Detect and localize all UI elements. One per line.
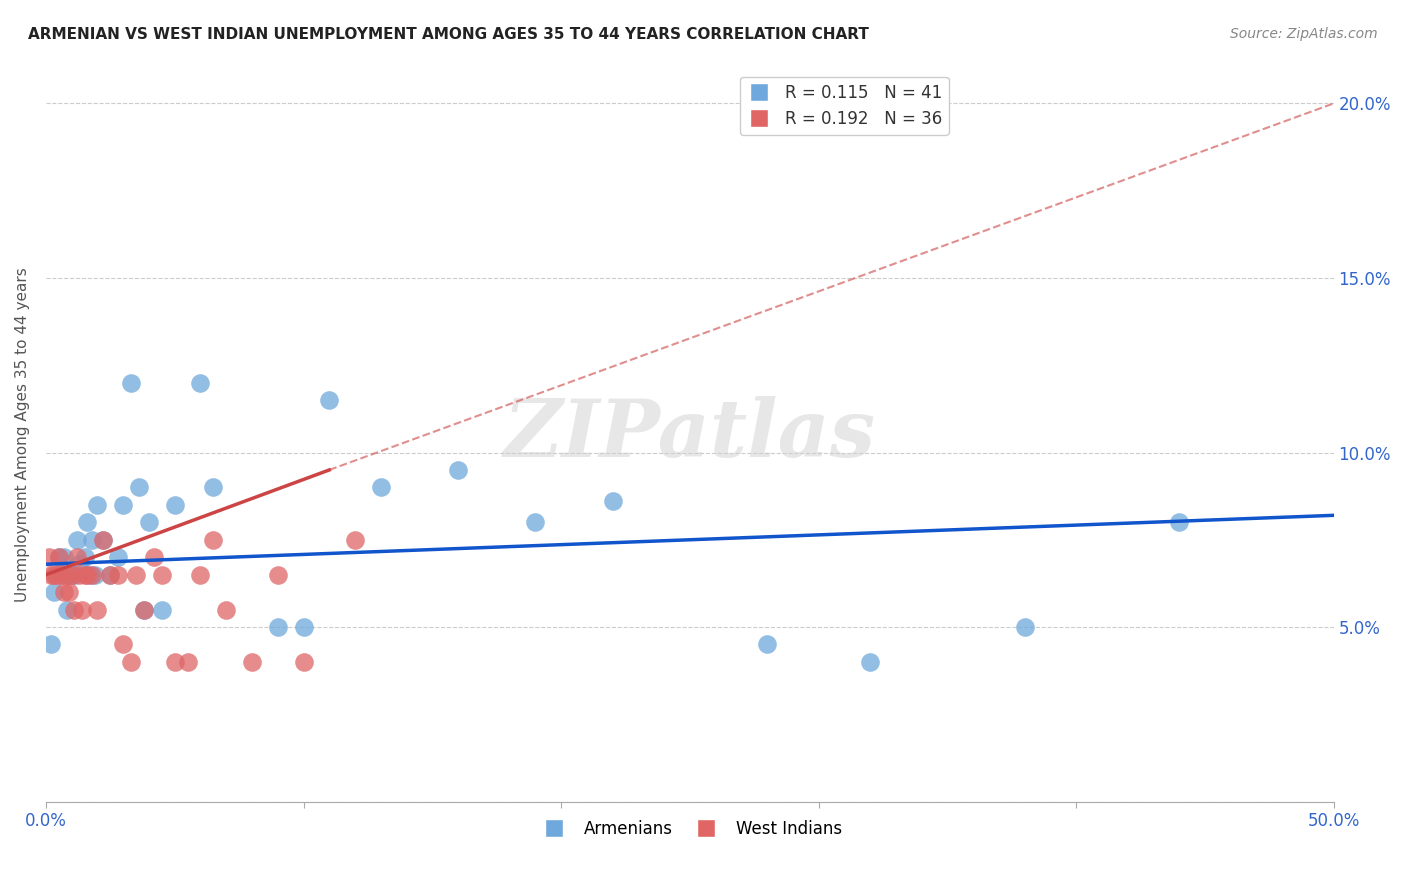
Point: [132, 602, 155, 616]
Point: [91, 533, 114, 547]
Point: [859, 655, 882, 669]
Point: [79, 567, 101, 582]
Point: [48, 550, 70, 565]
Point: [42, 585, 65, 599]
Point: [51, 567, 73, 582]
Point: [42, 567, 65, 582]
Point: [163, 498, 186, 512]
Point: [82, 567, 104, 582]
Point: [128, 480, 150, 494]
Point: [292, 655, 315, 669]
Point: [82, 533, 104, 547]
Point: [73, 567, 96, 582]
Point: [91, 533, 114, 547]
Point: [98, 567, 121, 582]
Point: [240, 655, 263, 669]
Point: [45, 567, 67, 582]
Point: [292, 620, 315, 634]
Point: [76, 567, 98, 582]
Point: [39, 567, 62, 582]
Point: [602, 494, 624, 508]
Point: [318, 393, 340, 408]
Point: [150, 602, 173, 616]
Point: [150, 567, 173, 582]
Legend: Armenians, West Indians: Armenians, West Indians: [530, 814, 849, 845]
Point: [53, 585, 76, 599]
Point: [343, 533, 366, 547]
Point: [55, 602, 77, 616]
Text: Source: ZipAtlas.com: Source: ZipAtlas.com: [1230, 27, 1378, 41]
Point: [202, 533, 225, 547]
Point: [76, 516, 98, 530]
Point: [107, 567, 129, 582]
Point: [86, 498, 108, 512]
Point: [53, 550, 76, 565]
Point: [138, 516, 160, 530]
Point: [66, 533, 89, 547]
Point: [39, 638, 62, 652]
Point: [120, 655, 142, 669]
Y-axis label: Unemployment Among Ages 35 to 44 years: Unemployment Among Ages 35 to 44 years: [15, 268, 30, 602]
Point: [63, 567, 86, 582]
Point: [73, 550, 96, 565]
Point: [202, 480, 225, 494]
Point: [190, 567, 212, 582]
Point: [86, 602, 108, 616]
Point: [267, 620, 290, 634]
Point: [176, 655, 198, 669]
Point: [190, 376, 212, 390]
Point: [132, 602, 155, 616]
Point: [60, 567, 83, 582]
Point: [60, 567, 83, 582]
Point: [51, 567, 73, 582]
Point: [370, 480, 392, 494]
Point: [38, 550, 60, 565]
Point: [120, 376, 142, 390]
Point: [58, 567, 80, 582]
Point: [125, 567, 148, 582]
Point: [48, 550, 70, 565]
Point: [55, 567, 77, 582]
Point: [112, 498, 135, 512]
Point: [267, 567, 290, 582]
Text: ARMENIAN VS WEST INDIAN UNEMPLOYMENT AMONG AGES 35 TO 44 YEARS CORRELATION CHART: ARMENIAN VS WEST INDIAN UNEMPLOYMENT AMO…: [28, 27, 869, 42]
Point: [70, 602, 93, 616]
Point: [66, 550, 89, 565]
Point: [447, 463, 470, 477]
Point: [107, 550, 129, 565]
Point: [45, 567, 67, 582]
Point: [163, 655, 186, 669]
Point: [1014, 620, 1036, 634]
Text: ZIPatlas: ZIPatlas: [503, 396, 876, 474]
Point: [1168, 516, 1191, 530]
Point: [69, 567, 91, 582]
Point: [143, 550, 166, 565]
Point: [83, 567, 105, 582]
Point: [215, 602, 238, 616]
Point: [112, 638, 135, 652]
Point: [69, 558, 91, 572]
Point: [58, 585, 80, 599]
Point: [524, 516, 547, 530]
Point: [756, 638, 779, 652]
Point: [63, 602, 86, 616]
Point: [98, 567, 121, 582]
